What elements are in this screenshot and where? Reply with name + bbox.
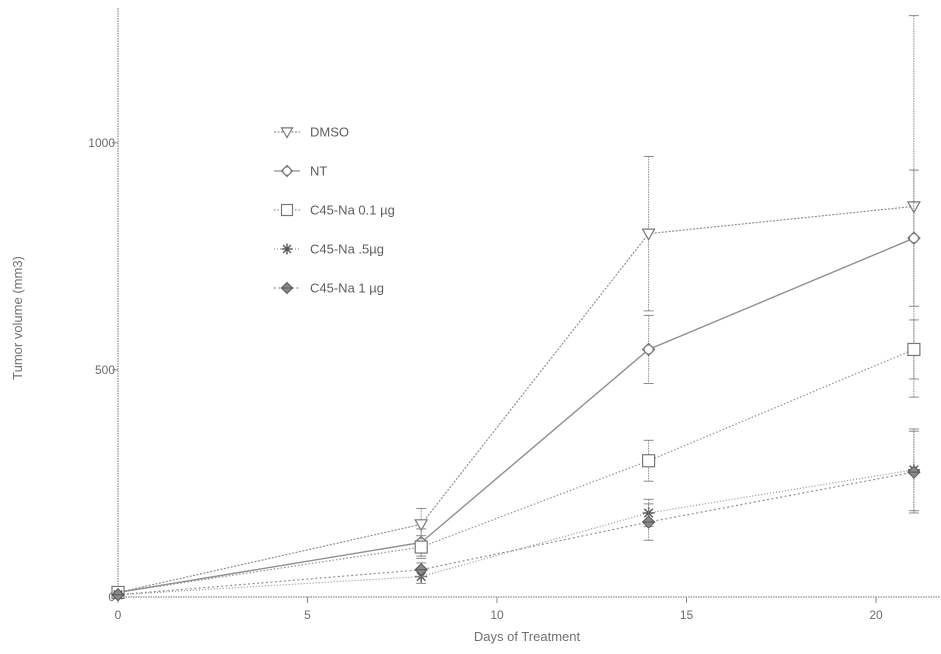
series-line (117, 471, 915, 596)
series-layer (110, 15, 921, 602)
marker-triangle (641, 228, 656, 241)
series-line (117, 348, 915, 594)
series-line (117, 469, 914, 596)
legend-item: C45-Na .5µg (274, 242, 384, 257)
marker-diamond-ring (908, 233, 919, 244)
series-nt (111, 169, 921, 600)
marker-star-ray (416, 571, 422, 578)
y-axis-title: Tumor volume (mm3) (10, 256, 25, 380)
series-c45-na-1-g (111, 430, 921, 602)
marker-star-ray (420, 576, 426, 582)
x-tick-label: 10 (490, 608, 504, 622)
y-tick-label: 500 (95, 363, 115, 377)
series-c45-na-0-1-g (111, 319, 921, 600)
legend-label: C45-Na 1 µg (310, 281, 384, 296)
legend: DMSO NT C45-Na 0.1 µg C45-Na .5µg C45-Na 1 µ… (274, 125, 395, 296)
x-tick-label: 15 (680, 608, 694, 622)
legend-item: NT (274, 164, 327, 179)
x-tick-label: 0 (115, 608, 122, 622)
x-axis-title: Days of Treatment (474, 629, 581, 644)
x-ticks: 0 5 10 15 20 (115, 597, 883, 622)
axes (117, 8, 940, 598)
series-line (117, 205, 914, 594)
marker-square (907, 342, 921, 357)
legend-label: C45-Na .5µg (310, 242, 384, 257)
marker-square (280, 203, 294, 217)
legend-label: DMSO (310, 125, 349, 140)
marker-triangle (906, 201, 921, 214)
y-tick-label: 1000 (88, 136, 115, 150)
marker-diamond-ring (643, 344, 654, 355)
x-tick-label: 5 (304, 608, 311, 622)
marker-star-ray (643, 508, 650, 514)
series-line (117, 237, 915, 594)
marker-star-ray (416, 576, 422, 582)
marker-square (414, 540, 428, 554)
legend-label: C45-Na 0.1 µg (310, 203, 395, 218)
marker-star-ray (648, 508, 654, 514)
marker-star-ray (286, 244, 292, 250)
series-dmso (110, 15, 921, 600)
marker-square (641, 454, 656, 468)
marker-star-ray (420, 571, 426, 578)
marker-triangle (414, 519, 429, 532)
legend-item: DMSO (274, 125, 349, 140)
marker-star-ray (648, 512, 654, 518)
legend-label: NT (310, 164, 327, 179)
legend-item: C45-Na 0.1 µg (274, 203, 395, 218)
x-tick-label: 20 (869, 608, 883, 622)
marker-diamond-ring (282, 166, 292, 176)
marker-star-ray (643, 512, 650, 518)
marker-triangle (280, 127, 294, 139)
legend-item: C45-Na 1 µg (274, 281, 384, 296)
